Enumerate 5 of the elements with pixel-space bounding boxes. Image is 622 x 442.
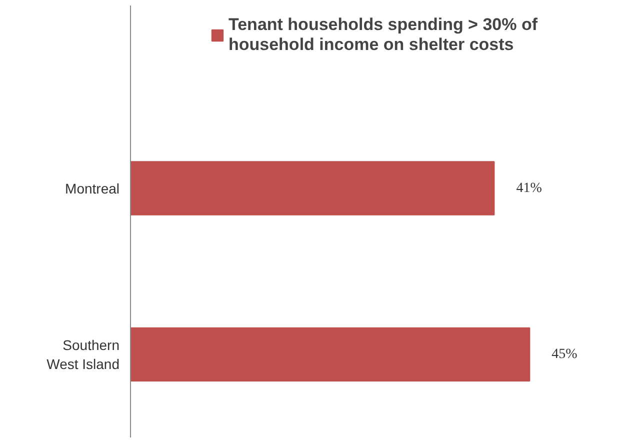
- legend-label: Tenant households spending > 30% of household income on shelter costs: [228, 15, 538, 55]
- data-label: 45%: [552, 346, 578, 362]
- y-tick-label: Montreal: [65, 180, 120, 196]
- y-tick-label: Southern West Island: [46, 336, 120, 372]
- data-label: 41%: [516, 180, 542, 196]
